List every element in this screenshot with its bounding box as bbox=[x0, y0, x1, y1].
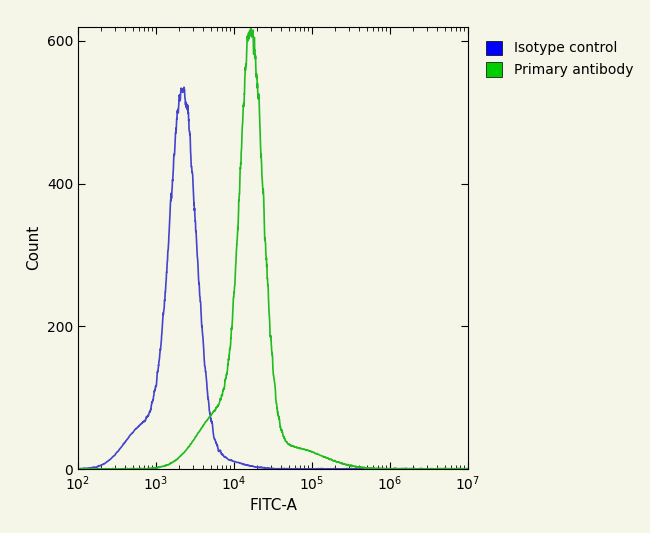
Legend: Isotype control, Primary antibody: Isotype control, Primary antibody bbox=[479, 34, 640, 84]
Y-axis label: Count: Count bbox=[26, 225, 41, 270]
X-axis label: FITC-A: FITC-A bbox=[249, 498, 297, 513]
